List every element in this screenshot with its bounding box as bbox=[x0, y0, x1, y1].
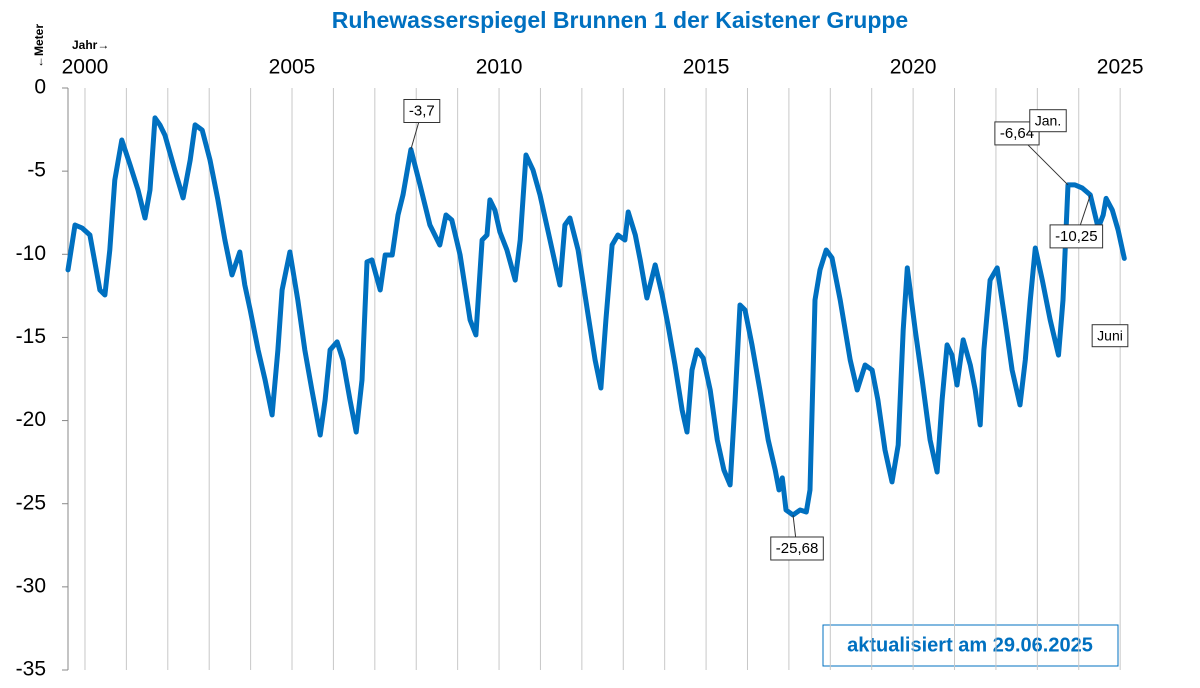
chart-title: Ruhewasserspiegel Brunnen 1 der Kaistene… bbox=[332, 7, 908, 33]
label-box bbox=[994, 121, 1040, 146]
label-box bbox=[1049, 224, 1104, 249]
x-tick-label: 2015 bbox=[683, 56, 730, 79]
x-tick-label: 2005 bbox=[269, 56, 316, 79]
annotation: Jan. bbox=[1035, 113, 1061, 129]
annotation-box bbox=[1091, 324, 1129, 348]
data-label: -3,7 bbox=[409, 102, 435, 119]
x-tick-label: 2010 bbox=[476, 56, 523, 79]
y-tick-label: -25 bbox=[16, 491, 46, 514]
y-tick-label: -30 bbox=[16, 574, 46, 597]
y-tick-label: -5 bbox=[27, 159, 46, 182]
x-axis-label: Jahr→ bbox=[72, 38, 109, 52]
data-label: -6,64 bbox=[1000, 125, 1034, 142]
data-label: -25,68 bbox=[776, 540, 819, 557]
y-tick-label: -20 bbox=[16, 408, 46, 431]
grid bbox=[84, 88, 1121, 670]
annotation: Juni bbox=[1097, 328, 1123, 344]
y-tick-label: -15 bbox=[16, 325, 46, 348]
x-tick-label: 2025 bbox=[1097, 56, 1144, 79]
series-line bbox=[65, 115, 1127, 518]
y-tick-label: 0 bbox=[34, 76, 46, 99]
x-tick-label: 2000 bbox=[62, 56, 109, 79]
annotation-box bbox=[1029, 109, 1067, 133]
update-note: aktualisiert am 29.06.2025 bbox=[847, 634, 1093, 656]
y-tick-label: -10 bbox=[16, 242, 46, 265]
label-box bbox=[770, 536, 824, 561]
y-axis-label: ←Meter bbox=[32, 24, 46, 68]
x-tick-label: 2020 bbox=[890, 56, 937, 79]
data-label: -10,25 bbox=[1055, 228, 1098, 245]
label-box bbox=[403, 98, 441, 123]
y-tick-label: -35 bbox=[16, 658, 46, 681]
